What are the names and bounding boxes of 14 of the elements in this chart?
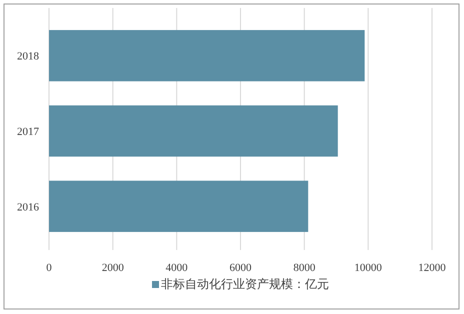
x-tick-label: 8000 [293, 262, 316, 274]
bar [49, 105, 338, 157]
y-tick-label: 2016 [17, 201, 40, 214]
y-tick-label: 2018 [17, 50, 40, 63]
x-tick-label: 10000 [354, 262, 382, 274]
x-tick-label: 4000 [166, 262, 188, 274]
x-tick-label: 2000 [102, 262, 124, 274]
bar [49, 180, 308, 232]
x-tick-label: 12000 [418, 262, 446, 274]
bar [49, 30, 365, 82]
y-tick-label: 2017 [17, 126, 40, 138]
x-tick-label: 6000 [230, 262, 252, 274]
x-tick-label: 0 [46, 262, 52, 274]
legend-label: 非标自动化行业资产规模：亿元 [161, 277, 329, 291]
